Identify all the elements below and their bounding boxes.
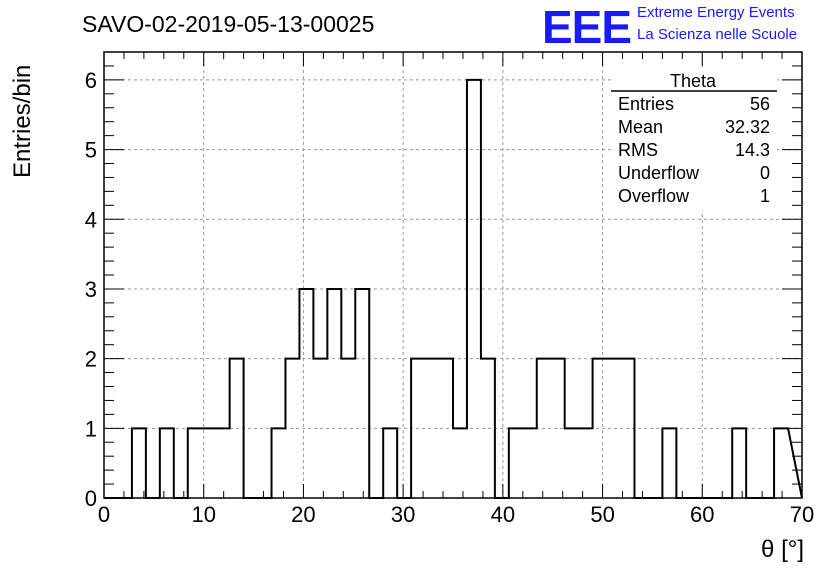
y-tick-label: 3 [85,277,97,302]
histogram-bin [327,289,341,498]
stats-label-underflow: Underflow [618,163,700,183]
x-tick-label: 70 [790,502,814,527]
x-tick-label: 20 [291,502,315,527]
histogram-bin [285,359,299,498]
y-tick-label: 0 [85,486,97,511]
histogram-bin [188,428,202,498]
stats-row: Overflow 1 [618,186,770,206]
stats-label-mean: Mean [618,117,663,137]
histogram-bin [607,359,621,498]
stats-row: RMS 14.3 [618,140,770,160]
histogram-bin [355,289,369,498]
stats-value-entries: 56 [750,94,770,114]
axis-ticks [103,51,803,499]
stats-box-title: Theta [670,71,717,91]
stats-value-mean: 32.32 [725,117,770,137]
chart-title: SAVO-02-2019-05-13-00025 [82,11,374,37]
y-tick-label: 1 [85,416,97,441]
histogram-bin [341,359,355,498]
histogram-bin [313,359,327,498]
histogram-bin [272,428,286,498]
histogram-bin [202,428,216,498]
x-tick-label: 60 [690,502,714,527]
histogram-bin [621,359,635,498]
histogram-bin [453,428,467,498]
eee-org-line1: Extreme Energy Events [637,4,795,21]
histogram-bin [439,359,453,498]
histogram-bin [579,428,593,498]
stats-value-overflow: 1 [760,186,770,206]
x-tick-label: 40 [491,502,515,527]
histogram-bin [774,428,788,498]
x-tick-label: 0 [98,502,110,527]
y-tick-label: 2 [85,347,97,372]
histogram-bin [160,428,174,498]
histogram-bin [565,428,579,498]
histogram-bin [383,428,397,498]
histogram-bin [230,359,244,498]
histogram-bin [481,359,495,498]
x-tick-label: 50 [590,502,614,527]
histogram-bin [551,359,565,498]
histogram-bin [662,428,676,498]
histogram-step-line [104,78,803,499]
eee-org-line2: La Scienza nelle Scuole [637,26,797,43]
histogram-bin [537,359,551,498]
histogram-bin [509,428,523,498]
y-tick-label: 6 [85,68,97,93]
x-tick-labels: 0 10 20 30 40 50 60 70 [98,502,814,527]
stats-row: Entries 56 [618,94,770,114]
stats-box: Theta Entries 56 Mean 32.32 RMS 14.3 Und… [611,70,777,210]
stats-box-background [611,70,777,210]
x-tick-label: 30 [391,502,415,527]
stats-label-entries: Entries [618,94,674,114]
histogram-bin [132,428,146,498]
stats-label-rms: RMS [618,140,658,160]
histogram-bin [411,359,425,498]
histogram-bin [216,428,230,498]
stats-row: Underflow 0 [618,163,770,183]
histogram-bin [425,359,439,498]
stats-value-rms: 14.3 [735,140,770,160]
histogram-bin [732,428,746,498]
eee-logo: EEE [542,1,631,53]
histogram-bin [299,289,313,498]
y-tick-labels: 0 1 2 3 4 5 6 [85,68,97,511]
x-axis-label: θ [°] [761,536,804,563]
x-tick-label: 10 [191,502,215,527]
histogram-bin [467,80,481,498]
stats-value-underflow: 0 [760,163,770,183]
histogram-bin [593,359,607,498]
histogram-bin [523,428,537,498]
y-tick-label: 5 [85,138,97,163]
stats-row: Mean 32.32 [618,117,770,137]
y-axis-label: Entries/bin [9,65,36,178]
stats-label-overflow: Overflow [618,186,690,206]
y-tick-label: 4 [85,207,97,232]
